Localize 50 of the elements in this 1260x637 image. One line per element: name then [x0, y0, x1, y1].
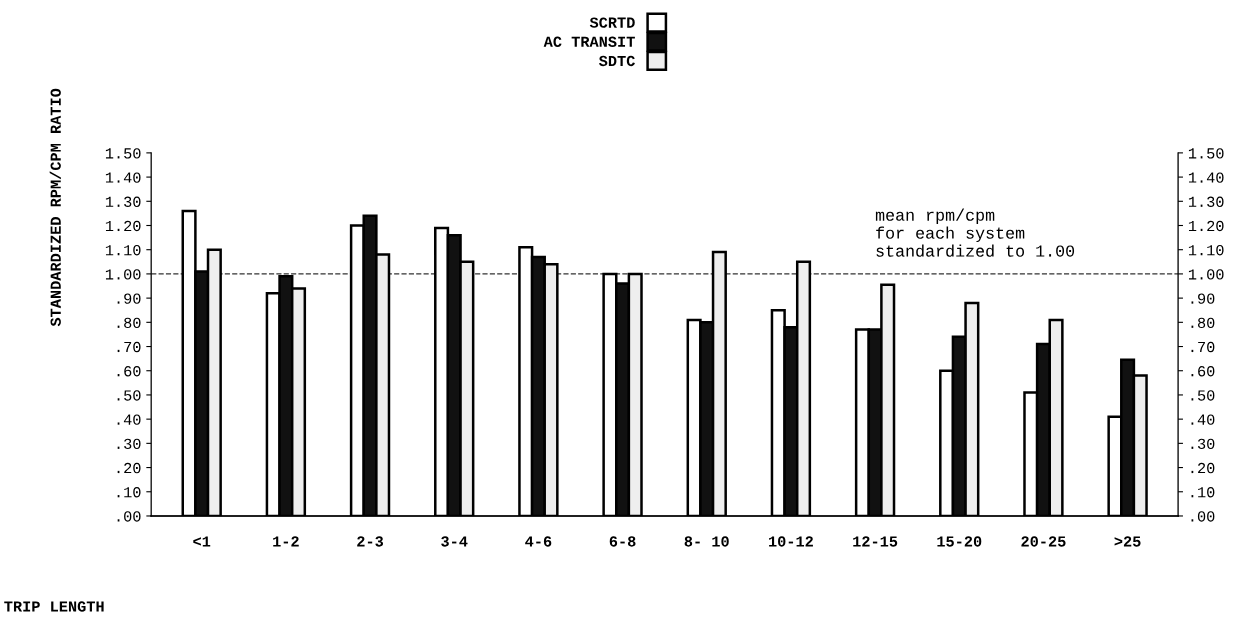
- y-tick-label: .30: [117, 438, 141, 450]
- y-tick-label: .70: [117, 341, 141, 353]
- y-tick-label: .20: [117, 462, 141, 474]
- y2-tick-label: 1.10: [1188, 245, 1224, 256]
- x-tick-label: >25: [1114, 536, 1141, 547]
- x-tick-label: 2-3: [357, 536, 384, 547]
- y-axis-title: STANDARDIZED RPM/CPM RATIO: [49, 88, 61, 327]
- y2-tick-label: .50: [1191, 390, 1215, 401]
- x-tick-label: <1: [193, 536, 211, 547]
- y2-tick-label: .00: [1191, 511, 1215, 522]
- y2-tick-label: 1.20: [1188, 220, 1224, 232]
- y-tick-label: .00: [117, 511, 141, 522]
- y2-tick-label: 1.40: [1188, 172, 1224, 183]
- x-tick-label: 15-20: [937, 536, 982, 547]
- y2-tick-label: .60: [1191, 366, 1215, 377]
- legend-label: SDTC: [598, 55, 635, 67]
- y2-tick-label: .40: [1191, 414, 1215, 425]
- annotation: mean rpm/cpm for each system standardized to 1.00: [875, 208, 1075, 257]
- y-tick-label: 1.30: [105, 196, 141, 207]
- x-tick-label: 4-6: [525, 536, 552, 547]
- y-tick-label: .40: [117, 414, 141, 425]
- y2-tick-label: .30: [1191, 438, 1215, 450]
- y-tick-label: 1.50: [105, 148, 141, 159]
- y-tick-label: .90: [117, 293, 141, 304]
- x-tick-label: 6-8: [609, 536, 636, 547]
- y-tick-label: 1.20: [105, 220, 141, 232]
- x-axis-title: TRIP LENGTH: [4, 601, 104, 612]
- y-tick-label: .10: [117, 487, 141, 498]
- x-tick-label: 1-2: [273, 536, 299, 547]
- y2-tick-label: .90: [1191, 293, 1215, 304]
- y2-tick-label: 1.00: [1188, 269, 1224, 280]
- y-tick-label: .60: [117, 366, 141, 377]
- y2-tick-label: .80: [1191, 317, 1215, 329]
- y2-tick-label: 1.50: [1188, 148, 1224, 159]
- x-tick-label: 10-12: [769, 536, 813, 547]
- x-tick-label: 3-4: [441, 536, 468, 547]
- x-tick-label: 8- 10: [684, 536, 729, 547]
- y2-tick-label: .10: [1191, 487, 1215, 498]
- y2-tick-label: 1.30: [1188, 196, 1224, 207]
- x-tick-label: 12-15: [853, 536, 898, 547]
- y2-tick-label: .20: [1191, 462, 1215, 474]
- y-tick-label: 1.40: [105, 172, 141, 183]
- legend-label: SCRTD: [589, 17, 635, 28]
- legend-label: AC TRANSIT: [543, 36, 635, 47]
- y-tick-label: 1.00: [105, 269, 141, 280]
- y-tick-label: 1.10: [105, 245, 141, 256]
- x-tick-label: 20-25: [1021, 536, 1066, 547]
- y-tick-label: .50: [117, 390, 141, 401]
- y-tick-label: .80: [117, 317, 141, 329]
- y2-tick-label: .70: [1191, 341, 1215, 353]
